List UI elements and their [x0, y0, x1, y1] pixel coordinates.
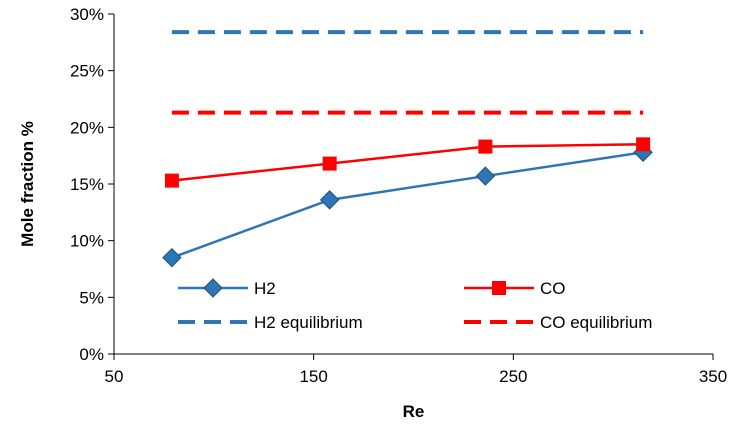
legend-label: H2 equilibrium: [254, 313, 363, 332]
x-axis-ticks: 50 150 250 350: [105, 354, 727, 386]
series-co: [164, 137, 651, 188]
y-tick-label: 0%: [79, 345, 104, 364]
x-tick-label: 350: [699, 367, 727, 386]
y-axis-ticks: 0% 5% 10% 15% 20% 25% 30%: [70, 5, 114, 364]
legend-label: CO: [540, 279, 566, 298]
plot-area: 0% 5% 10% 15% 20% 25% 30% 50 150 250 350: [70, 5, 727, 386]
data-point-co: [322, 156, 337, 171]
legend-marker: [492, 281, 506, 295]
series-line-h2: [171, 151, 644, 259]
legend-item-h2: H2: [178, 278, 276, 298]
x-axis-title: Re: [403, 402, 425, 421]
legend-item-co-equilibrium: CO equilibrium: [464, 313, 652, 332]
x-tick-label: 150: [299, 367, 327, 386]
data-point-h2: [475, 166, 496, 186]
y-tick-label: 10%: [70, 232, 104, 251]
data-point-co: [636, 137, 651, 152]
y-tick-label: 5%: [79, 288, 104, 307]
data-point-co: [478, 139, 493, 154]
legend-item-h2-equilibrium: H2 equilibrium: [178, 313, 363, 332]
series-line-co: [171, 143, 644, 182]
data-point-co: [164, 173, 179, 188]
x-tick-label: 250: [499, 367, 527, 386]
data-point-h2: [319, 190, 340, 210]
y-tick-label: 25%: [70, 62, 104, 81]
legend-label: H2: [254, 279, 276, 298]
x-tick-label: 50: [105, 367, 124, 386]
legend-item-co: CO: [464, 279, 566, 298]
series-h2: [162, 142, 653, 268]
y-tick-label: 20%: [70, 118, 104, 137]
y-axis-title: Mole fraction %: [18, 121, 37, 247]
data-point-h2: [162, 247, 182, 268]
legend-label: CO equilibrium: [540, 313, 652, 332]
legend: H2 CO H2 equilibrium CO equilibrium: [178, 278, 652, 332]
y-tick-label: 30%: [70, 5, 104, 24]
legend-marker: [203, 278, 223, 298]
series-layer: [162, 30, 653, 268]
y-tick-label: 15%: [70, 175, 104, 194]
